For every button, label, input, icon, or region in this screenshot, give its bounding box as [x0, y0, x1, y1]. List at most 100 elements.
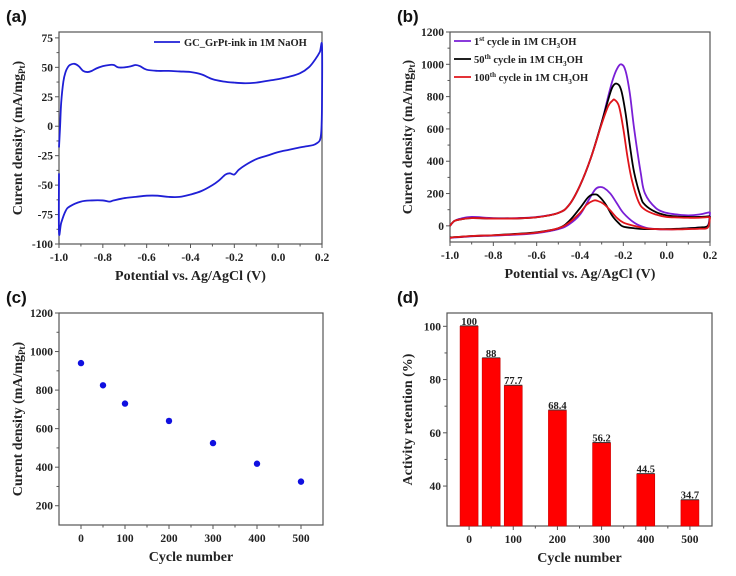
y-tick-label: 60 — [430, 428, 442, 440]
y-tick-label: -50 — [38, 180, 54, 192]
y-axis-title: Curent density (mA/mgPt) — [11, 341, 27, 496]
data-point — [99, 382, 107, 389]
x-tick-label: 0 — [466, 534, 472, 546]
y-tick-label: 1200 — [421, 27, 444, 39]
x-tick-label: -0.8 — [94, 252, 112, 264]
x-axis-title: Potential vs. Ag/AgCl (V) — [115, 269, 266, 284]
panel-label: (b) — [397, 7, 419, 26]
panel-c: (c) 0 100 200 300 400 500 200 400 600 800 1000 1200 C… — [6, 288, 324, 565]
x-tick-label: 0.2 — [703, 250, 718, 262]
x-tick-label: 500 — [292, 533, 310, 545]
x-tick-label: 0.0 — [659, 250, 674, 262]
x-tick-label: -0.8 — [484, 250, 502, 262]
panel-b: (b) -1.0 -0.8 -0.6 -0.4 -0.2 0.0 0.2 0 200 400 600 8… — [397, 7, 717, 282]
bar-value-label: 44.5 — [637, 465, 655, 476]
bar — [592, 442, 611, 527]
y-tick-label: 1000 — [30, 347, 53, 359]
x-tick-label: 300 — [204, 533, 222, 545]
bar-value-label: 34.7 — [681, 491, 699, 502]
x-tick-label: 200 — [549, 534, 567, 546]
y-tick-label: 75 — [42, 33, 54, 45]
y-tick-label: 1200 — [30, 308, 53, 320]
legend-label: 1st cycle in 1M CH3OH — [474, 35, 576, 50]
y-tick-label: 0 — [47, 121, 53, 133]
bar — [481, 357, 501, 527]
x-axis-title: Potential vs. Ag/AgCl (V) — [505, 267, 656, 282]
x-tick-label: -0.2 — [225, 252, 243, 264]
panel-label: (a) — [6, 7, 27, 26]
x-tick-label: 0 — [78, 533, 84, 545]
x-tick-label: 0.0 — [271, 252, 286, 264]
y-tick-label: 800 — [36, 385, 54, 397]
x-tick-label: 400 — [248, 533, 266, 545]
panel-label: (d) — [397, 288, 419, 307]
bar-value-label: 68.4 — [548, 401, 567, 412]
panel-a: (a) -1.0 -0.8 -0.6 -0.4 -0.2 0.0 0.2 -100 -75 -50 -… — [6, 7, 329, 284]
bar-value-label: 100 — [461, 317, 477, 328]
y-tick-label: -25 — [38, 151, 54, 163]
y-tick-label: 400 — [36, 462, 54, 474]
y-tick-label: -75 — [38, 210, 54, 222]
bar — [503, 385, 523, 527]
x-tick-label: 300 — [593, 534, 611, 546]
legend-label: GC_GrPt-ink in 1M NaOH — [184, 38, 307, 49]
series-line-forward — [449, 63, 711, 227]
legend-label: 50th cycle in 1M CH3OH — [474, 53, 583, 68]
y-tick-label: 25 — [42, 92, 54, 104]
series-line — [57, 41, 324, 236]
y-tick-label: 600 — [427, 124, 445, 136]
x-tick-label: -0.6 — [528, 250, 546, 262]
y-tick-label: 400 — [427, 156, 445, 168]
y-tick-label: 800 — [427, 92, 445, 104]
data-point — [121, 400, 129, 407]
bar-value-label: 77.7 — [504, 376, 522, 387]
legend-label: 100th cycle in 1M CH3OH — [474, 71, 588, 86]
series-line-forward — [449, 98, 711, 227]
panel-label: (c) — [6, 288, 27, 307]
bar-value-label: 56.2 — [592, 433, 610, 444]
x-tick-label: -1.0 — [50, 252, 68, 264]
bar-value-label: 88 — [486, 349, 497, 360]
y-tick-label: 200 — [427, 189, 445, 201]
series-line-backward — [449, 199, 711, 239]
data-point — [165, 417, 173, 425]
data-point — [253, 460, 261, 467]
panel-d: (d) 0 100 200 300 400 500 40 60 80 100 Cycle number… — [397, 288, 713, 566]
x-tick-label: 100 — [116, 533, 134, 545]
x-axis-title: Cycle number — [537, 551, 621, 566]
x-tick-label: -1.0 — [441, 250, 459, 262]
y-tick-label: 80 — [430, 375, 442, 387]
x-tick-label: 500 — [681, 534, 699, 546]
series-line-forward — [449, 82, 711, 227]
data-point — [209, 439, 217, 447]
y-tick-label: 100 — [424, 321, 442, 333]
bar — [459, 326, 479, 527]
x-tick-label: 400 — [637, 534, 655, 546]
data-point — [77, 359, 85, 367]
y-axis-title: Activity retention (%) — [401, 353, 416, 485]
y-tick-label: -100 — [32, 239, 53, 251]
y-axis-title: Curent density (mA/mgPt) — [11, 60, 27, 215]
y-axis-title: Curent density (mA/mgPt) — [401, 59, 417, 214]
data-point — [297, 478, 305, 485]
plot-frame — [58, 31, 323, 245]
bar — [636, 473, 656, 527]
y-tick-label: 1000 — [421, 59, 444, 71]
x-tick-label: 100 — [505, 534, 523, 546]
x-tick-label: -0.6 — [138, 252, 156, 264]
y-tick-label: 200 — [36, 501, 54, 513]
x-tick-label: -0.4 — [181, 252, 199, 264]
x-tick-label: -0.2 — [614, 250, 632, 262]
x-axis-title: Cycle number — [149, 550, 233, 565]
y-tick-label: 600 — [36, 424, 54, 436]
bar — [548, 410, 567, 527]
x-tick-label: -0.4 — [571, 250, 589, 262]
x-tick-label: 0.2 — [315, 252, 330, 264]
y-tick-label: 40 — [430, 481, 442, 493]
y-tick-label: 50 — [42, 62, 54, 74]
bar — [680, 499, 700, 527]
x-tick-label: 200 — [160, 533, 178, 545]
y-tick-label: 0 — [438, 221, 444, 233]
plot-frame — [58, 312, 324, 526]
